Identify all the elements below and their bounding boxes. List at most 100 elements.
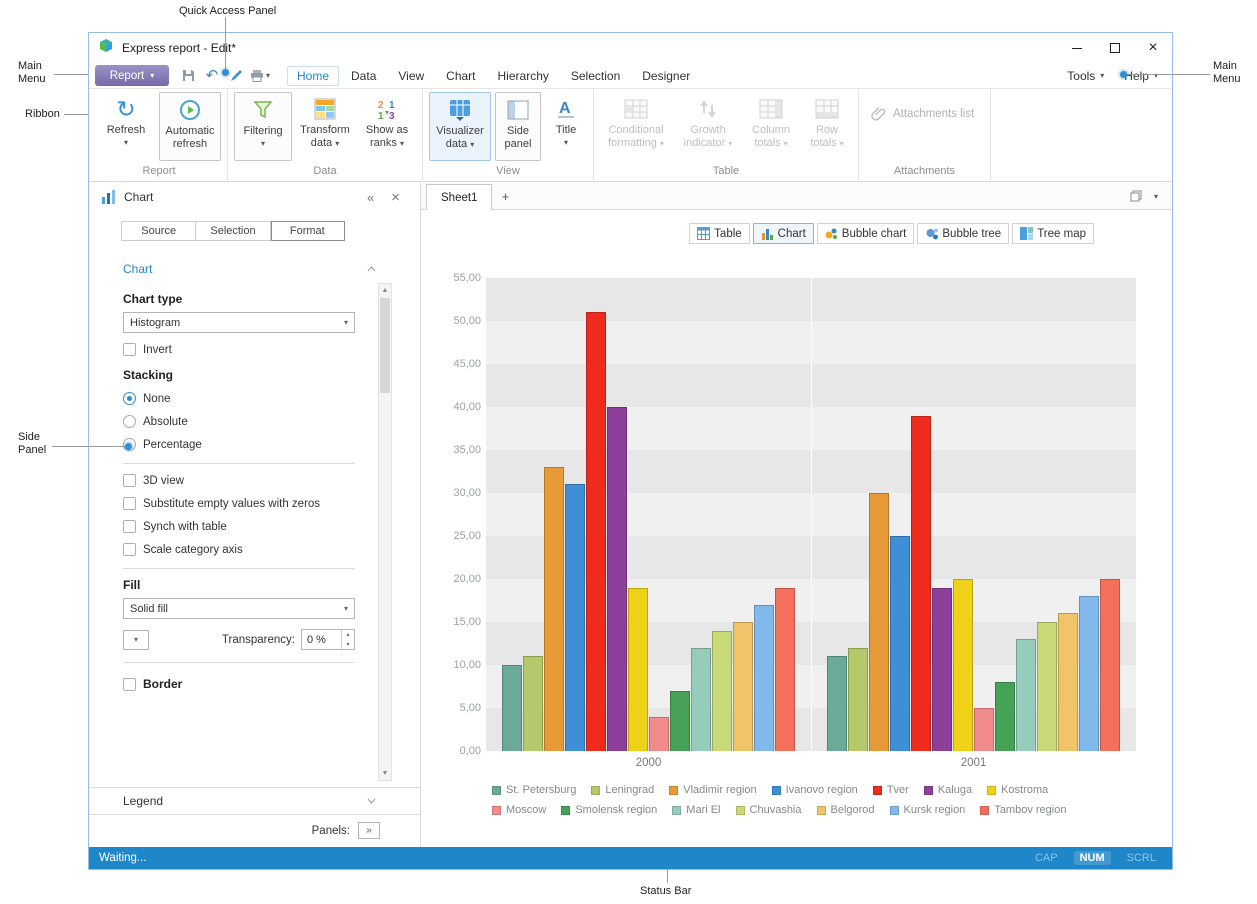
stacking-option-percentage[interactable]: Percentage xyxy=(123,438,355,451)
tab-hierarchy[interactable]: Hierarchy xyxy=(497,68,549,83)
add-sheet-button[interactable]: + xyxy=(501,188,510,204)
stacking-option-absolute[interactable]: Absolute xyxy=(123,415,355,428)
chart-bar[interactable] xyxy=(1037,622,1057,751)
substitute-empty-values-checkbox[interactable]: Substitute empty values with zeros xyxy=(123,497,355,510)
chart-bar[interactable] xyxy=(565,484,585,751)
chart-bar[interactable] xyxy=(995,682,1015,751)
filtering-button[interactable]: Filtering ▾ xyxy=(234,92,292,161)
title-bar: Express report - Edit* × xyxy=(89,33,1172,63)
chart-bar[interactable] xyxy=(1079,596,1099,751)
tools-menu[interactable]: Tools ▾ xyxy=(1067,69,1104,83)
restore-window-icon[interactable] xyxy=(1130,190,1142,202)
scroll-down-icon[interactable]: ▼ xyxy=(381,770,389,777)
ribbon-group-label: Report xyxy=(142,165,176,177)
invert-checkbox[interactable]: Invert xyxy=(123,343,355,356)
maximize-button[interactable] xyxy=(1096,33,1134,63)
chevron-down-icon: ▾ xyxy=(343,604,348,613)
chart-bar[interactable] xyxy=(848,647,868,751)
chart-bar[interactable] xyxy=(670,690,690,751)
chevron-down-icon[interactable]: ▾ xyxy=(1153,191,1158,201)
save-button[interactable] xyxy=(177,66,199,86)
tab-selection[interactable]: Selection xyxy=(570,68,621,83)
chart-bar[interactable] xyxy=(733,622,753,751)
legend-label: Chuvashia xyxy=(749,804,802,816)
panel-scrollbar[interactable]: ▲ ▼ xyxy=(378,283,392,781)
chart-bar[interactable] xyxy=(544,467,564,751)
chart-bar[interactable] xyxy=(932,587,952,751)
fill-color-dropdown[interactable]: ▾ xyxy=(123,629,149,650)
print-button[interactable]: ▾ xyxy=(249,66,271,86)
section-legend-header[interactable]: Legend xyxy=(89,787,420,815)
minimize-button[interactable] xyxy=(1058,33,1096,63)
undo-button[interactable]: ↶ xyxy=(201,66,223,86)
chart-bar[interactable] xyxy=(628,587,648,751)
tab-view[interactable]: View xyxy=(398,68,425,83)
tab-chart[interactable]: Chart xyxy=(446,68,476,83)
tab-selection[interactable]: Selection xyxy=(196,221,271,241)
chart-bar[interactable] xyxy=(775,587,795,751)
collapse-panel-button[interactable]: « xyxy=(367,189,375,205)
help-menu[interactable]: Help ▾ xyxy=(1124,69,1158,83)
chart-bar[interactable] xyxy=(523,656,543,751)
tab-designer[interactable]: Designer xyxy=(642,68,691,83)
panels-expand-button[interactable]: » xyxy=(358,822,380,839)
stacking-option-none[interactable]: None xyxy=(123,392,355,405)
fill-type-dropdown[interactable]: Solid fill ▾ xyxy=(123,598,355,619)
chart-bar[interactable] xyxy=(502,665,522,751)
legend-item: Chuvashia xyxy=(735,804,802,816)
view-tree-map-button[interactable]: Tree map xyxy=(1012,223,1094,244)
chart-bar[interactable] xyxy=(953,579,973,751)
report-menu-button[interactable]: Report ▾ xyxy=(95,65,169,86)
view-bubble-chart-button[interactable]: Bubble chart xyxy=(816,223,915,244)
spin-down-icon[interactable]: ▾ xyxy=(346,641,350,648)
view-chart-button[interactable]: Chart xyxy=(752,223,814,244)
automatic-refresh-button[interactable]: Automatic refresh xyxy=(159,92,221,161)
section-chart-header[interactable]: Chart xyxy=(89,257,420,281)
tab-data[interactable]: Data xyxy=(351,68,377,83)
chart-bar[interactable] xyxy=(586,312,606,751)
checkbox-icon xyxy=(123,474,136,487)
close-panel-button[interactable]: × xyxy=(391,188,400,206)
chevron-down-icon: ▾ xyxy=(399,139,404,149)
close-button[interactable]: × xyxy=(1134,33,1172,63)
chart-bar[interactable] xyxy=(1016,639,1036,751)
border-checkbox[interactable]: Border xyxy=(123,677,355,691)
scrollbar-thumb[interactable] xyxy=(380,298,390,393)
tab-sheet1[interactable]: Sheet1 xyxy=(426,184,493,210)
transparency-spinner[interactable]: 0 % ▴ ▾ xyxy=(301,629,355,650)
tab-format[interactable]: Format xyxy=(270,221,345,241)
scale-category-axis-checkbox[interactable]: Scale category axis xyxy=(123,543,355,556)
chart-bar[interactable] xyxy=(649,716,669,751)
chart-type-dropdown[interactable]: Histogram ▾ xyxy=(123,312,355,333)
view-bubble-tree-button[interactable]: Bubble tree xyxy=(917,223,1010,244)
title-button[interactable]: A Title ▾ xyxy=(545,92,587,161)
spin-up-icon[interactable]: ▴ xyxy=(346,632,350,639)
scroll-up-icon[interactable]: ▲ xyxy=(381,287,389,294)
chart-bar[interactable] xyxy=(974,708,994,751)
ribbon-group-view: Visualizer data ▾ Side panel xyxy=(423,89,594,181)
chart-bar[interactable] xyxy=(1100,579,1120,751)
refresh-button[interactable]: ↻ Refresh ▾ xyxy=(97,92,155,161)
visualizer-data-button[interactable]: Visualizer data ▾ xyxy=(429,92,491,161)
chart-bar[interactable] xyxy=(607,407,627,751)
transform-data-button[interactable]: Transform data ▾ xyxy=(296,92,354,161)
tab-home[interactable]: Home xyxy=(287,65,340,86)
chart-bar[interactable] xyxy=(890,536,910,751)
view-chart-label: Chart xyxy=(777,227,806,240)
view-table-button[interactable]: Table xyxy=(689,223,750,244)
brush-button[interactable] xyxy=(225,66,247,86)
synch-with-table-checkbox[interactable]: Synch with table xyxy=(123,520,355,533)
3d-view-checkbox[interactable]: 3D view xyxy=(123,474,355,487)
side-panel-button[interactable]: Side panel xyxy=(495,92,541,161)
show-as-ranks-button[interactable]: 2 1 1 3 Show as ranks ▾ xyxy=(358,92,416,161)
chart-bar[interactable] xyxy=(712,630,732,751)
chart-bar[interactable] xyxy=(869,493,889,751)
chart-bar[interactable] xyxy=(1058,613,1078,751)
chart-bar[interactable] xyxy=(754,604,774,751)
chart-bar[interactable] xyxy=(827,656,847,751)
chart-bar[interactable] xyxy=(911,415,931,751)
filtering-icon xyxy=(253,101,273,119)
chart-bar[interactable] xyxy=(691,647,711,751)
tab-source[interactable]: Source xyxy=(121,221,197,241)
checkbox-icon xyxy=(123,543,136,556)
